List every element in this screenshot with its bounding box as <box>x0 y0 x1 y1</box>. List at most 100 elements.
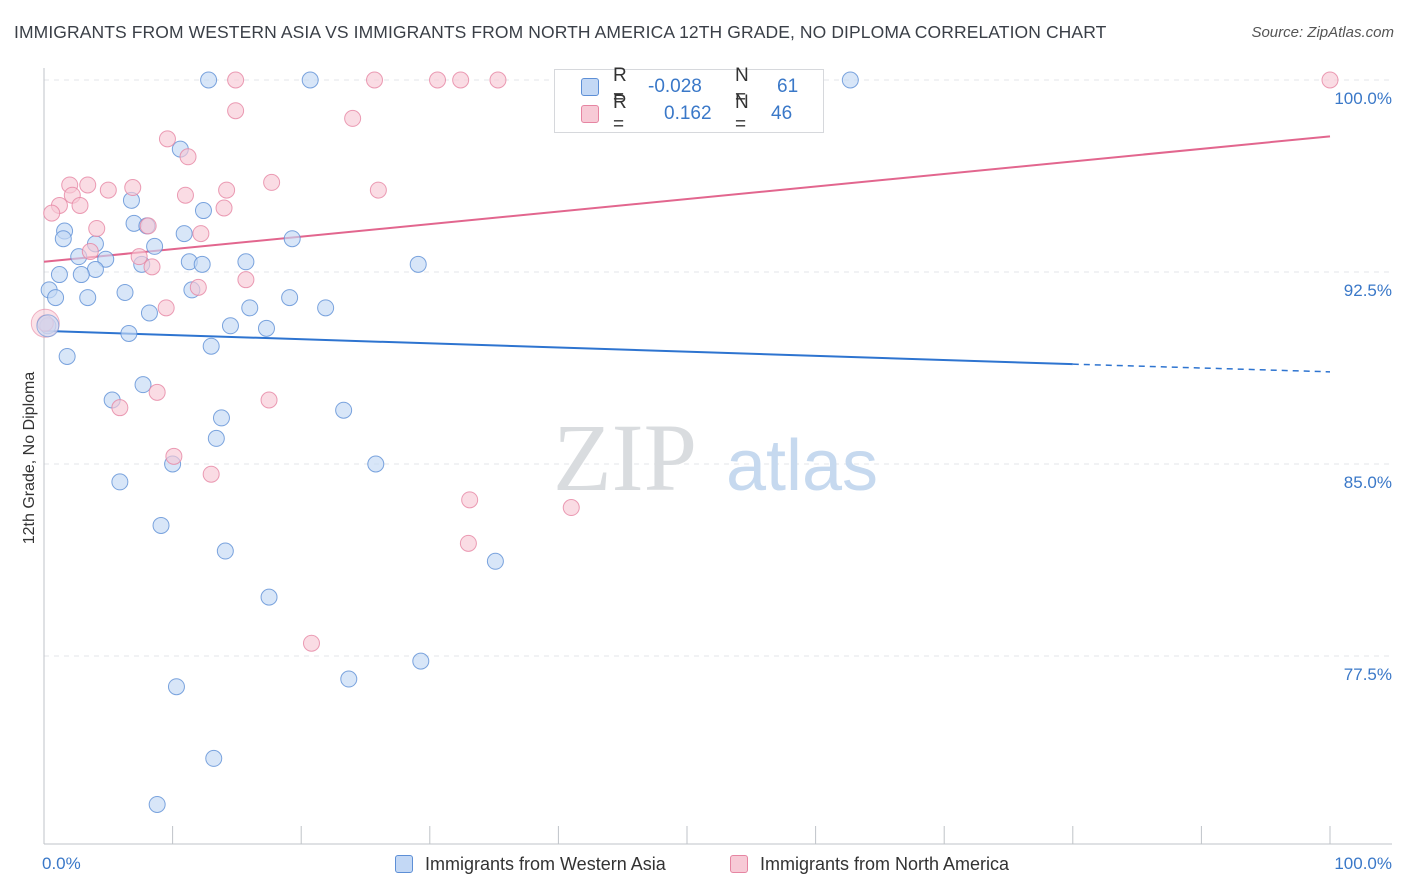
pink-data-point <box>165 447 183 465</box>
pink-data-point <box>1321 71 1339 89</box>
pink-data-point <box>192 225 210 243</box>
blue-data-point <box>146 237 164 255</box>
pink-data-point <box>369 181 387 199</box>
pink-data-point <box>130 248 148 266</box>
blue-data-point <box>47 289 65 307</box>
blue-data-point <box>140 304 158 322</box>
blue-data-point <box>841 71 859 89</box>
trend-lines <box>43 135 1331 373</box>
blue-data-point <box>301 71 319 89</box>
y-tick-label: 92.5% <box>1344 281 1392 300</box>
pink-data-point <box>43 204 61 222</box>
blue-data-point <box>241 299 259 317</box>
blue-data-point <box>283 230 301 248</box>
blue-data-point <box>79 289 97 307</box>
blue-data-point <box>409 255 427 273</box>
pink-data-point <box>124 179 142 197</box>
blue-data-point <box>200 71 218 89</box>
pink-data-point <box>459 534 477 552</box>
blue-data-point <box>134 376 152 394</box>
grid-lines <box>44 79 1392 657</box>
r-label: R = <box>613 65 627 108</box>
pink-data-point <box>179 148 197 166</box>
legend-item-north-america[interactable]: Immigrants from North America <box>730 852 1009 876</box>
blue-data-point <box>36 314 60 338</box>
blue-data-point <box>205 749 223 767</box>
blue-swatch <box>581 78 599 96</box>
blue-data-point <box>175 225 193 243</box>
blue-data-point <box>72 266 90 284</box>
blue-trend-line <box>43 329 1073 366</box>
pink-data-point <box>461 491 479 509</box>
pink-data-point <box>157 299 175 317</box>
pink-data-point <box>237 271 255 289</box>
pink-data-point <box>562 499 580 517</box>
x-tick-label: 0.0% <box>42 854 81 873</box>
y-tick-label: 85.0% <box>1344 473 1392 492</box>
correlation-legend: R = -0.028 N = 61 R = 0.162 N = 46 <box>554 65 824 135</box>
pink-trend-line <box>43 135 1331 263</box>
legend-label: Immigrants from Western Asia <box>425 853 666 874</box>
n-value: 46 <box>771 103 793 124</box>
pink-data-point <box>88 219 106 237</box>
source-label: Source: ZipAtlas.com <box>1251 24 1394 41</box>
blue-data-point <box>202 337 220 355</box>
y-tick-label: 100.0% <box>1334 89 1392 108</box>
blue-data-point <box>97 250 115 268</box>
blue-data-point <box>257 319 275 337</box>
n-label: N = <box>735 65 749 108</box>
blue-data-point <box>216 542 234 560</box>
r-label: R = <box>613 92 627 135</box>
blue-data-point <box>120 324 138 342</box>
blue-data-point <box>207 429 225 447</box>
blue-data-point <box>367 455 385 473</box>
pink-data-point <box>176 186 194 204</box>
pink-data-point <box>81 243 99 261</box>
blue-data-point <box>486 552 504 570</box>
blue-data-point <box>152 516 170 534</box>
blue-data-point <box>167 678 185 696</box>
pink-swatch <box>581 105 599 123</box>
blue-trend-extension <box>1072 363 1331 373</box>
pink-data-point <box>366 71 384 89</box>
pink-data-point <box>489 71 507 89</box>
blue-data-point <box>86 260 104 278</box>
blue-data-point <box>237 253 255 271</box>
pink-data-point <box>139 217 157 235</box>
blue-data-point <box>148 795 166 813</box>
x-tick-label: 100.0% <box>1334 854 1392 873</box>
blue-data-point <box>212 409 230 427</box>
r-value: -0.028 <box>648 76 702 97</box>
pink-data-point <box>111 399 129 417</box>
axes <box>43 68 1392 845</box>
pink-data-point <box>429 71 447 89</box>
blue-data-point <box>194 202 212 220</box>
chart-title: IMMIGRANTS FROM WESTERN ASIA VS IMMIGRAN… <box>14 22 1107 42</box>
pink-data-point <box>263 173 281 191</box>
pink-data-point <box>227 71 245 89</box>
pink-data-point <box>302 634 320 652</box>
blue-data-point <box>58 347 76 365</box>
pink-data-point <box>452 71 470 89</box>
watermark-zip: ZIP <box>553 404 697 511</box>
blue-data-point <box>340 670 358 688</box>
blue-data-point <box>54 230 72 248</box>
data-points <box>30 71 1339 813</box>
blue-data-point <box>221 317 239 335</box>
pink-data-point <box>79 176 97 194</box>
blue-data-point <box>317 299 335 317</box>
blue-swatch <box>395 855 413 873</box>
pink-data-point <box>158 130 176 148</box>
pink-data-point <box>189 278 207 296</box>
blue-data-point <box>50 266 68 284</box>
legend-item-western-asia[interactable]: Immigrants from Western Asia <box>395 852 666 876</box>
pink-data-point <box>99 181 117 199</box>
watermark: ZIP atlas <box>553 404 878 511</box>
pink-data-point <box>227 102 245 120</box>
pink-data-point <box>202 465 220 483</box>
blue-data-point <box>335 401 353 419</box>
blue-data-point <box>281 289 299 307</box>
blue-data-point <box>116 283 134 301</box>
pink-data-point <box>148 383 166 401</box>
